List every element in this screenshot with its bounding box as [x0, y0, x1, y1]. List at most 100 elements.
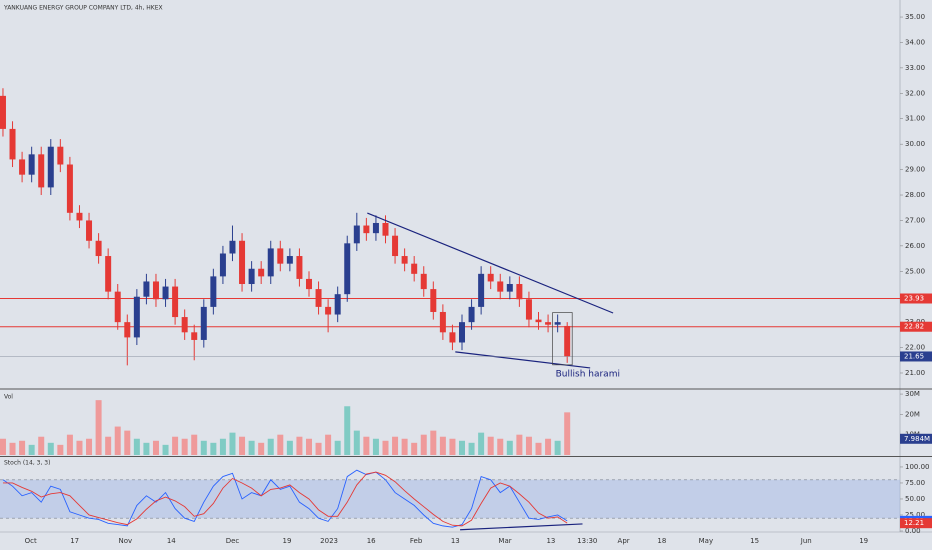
volume-bar — [172, 436, 179, 455]
volume-bar — [353, 430, 360, 455]
y-tick-label: 30M — [905, 390, 920, 398]
volume-bar — [239, 436, 246, 455]
trendline — [460, 523, 583, 531]
volume-bar — [191, 434, 198, 455]
volume-bar — [286, 440, 293, 455]
candle-body — [181, 317, 188, 333]
volume-bar — [114, 426, 121, 455]
candle-body — [439, 311, 446, 333]
x-tick-label: Dec — [226, 537, 240, 545]
volume-bar — [152, 440, 159, 455]
volume-bar — [392, 436, 399, 455]
volume-bar — [372, 438, 379, 455]
candle-body — [47, 146, 54, 188]
x-tick-label: Apr — [618, 537, 630, 545]
volume-bar — [497, 438, 504, 455]
volume-bar — [76, 440, 83, 455]
volume-bar — [219, 438, 226, 455]
volume-readout: 7.984M — [904, 435, 930, 443]
volume-bar — [296, 436, 303, 455]
candle-body — [286, 256, 293, 264]
volume-bar — [516, 434, 523, 455]
y-tick-label: 34.00 — [905, 38, 925, 46]
volume-bar — [9, 442, 16, 455]
candle-body — [200, 306, 207, 340]
candle-body — [219, 253, 226, 277]
stoch-readout-bg — [900, 518, 932, 529]
x-tick-label: 17 — [70, 537, 79, 545]
y-tick-label: 25.00 — [905, 511, 925, 519]
candle-body — [38, 154, 45, 188]
volume-bar — [95, 400, 102, 455]
x-tick-label: 16 — [367, 537, 376, 545]
x-tick-label: May — [699, 537, 713, 545]
candle-body — [564, 325, 571, 357]
volume-bar — [133, 438, 140, 455]
stoch-band — [0, 479, 900, 519]
pane-title: Vol — [4, 394, 13, 401]
volume-bar — [487, 436, 494, 455]
volume-bar — [468, 442, 475, 455]
candle-body — [430, 289, 437, 312]
y-tick-label: 26.00 — [905, 242, 925, 250]
trendline — [367, 212, 614, 314]
candle-body — [0, 95, 6, 129]
volume-readout-bg — [900, 433, 932, 444]
candle-body — [124, 322, 131, 338]
y-tick-label: 30.00 — [905, 140, 925, 148]
y-tick-label: 0.00 — [905, 527, 921, 535]
volume-bar — [305, 438, 312, 455]
volume-bar — [28, 444, 35, 455]
volume-bar — [124, 430, 131, 455]
candle-body — [105, 256, 112, 292]
candle-body — [57, 146, 64, 165]
candle-body — [152, 281, 159, 300]
volume-bar — [525, 436, 532, 455]
candle-body — [497, 281, 504, 292]
candle-body — [554, 322, 561, 325]
volume-bar — [66, 434, 73, 455]
candle-body — [277, 248, 284, 264]
x-tick-label: 19 — [859, 537, 868, 545]
candle-body — [19, 159, 26, 175]
x-tick-label: 19 — [283, 537, 292, 545]
volume-bar — [200, 440, 207, 455]
volume-bar — [478, 432, 485, 455]
level-label: 23.93 — [904, 295, 924, 303]
candle-body — [9, 128, 16, 160]
candle-body — [545, 322, 552, 325]
last-price-label: 21.65 — [904, 352, 924, 360]
candle-body — [296, 256, 303, 279]
y-tick-label: 28.00 — [905, 191, 925, 199]
y-tick-label: 22.00 — [905, 344, 925, 352]
pane-title: Stoch (14, 3, 3) — [4, 460, 50, 467]
x-tick-label: 14 — [167, 537, 176, 545]
pattern-box — [552, 312, 573, 366]
volume-bar — [162, 444, 169, 455]
y-tick-label: 32.00 — [905, 89, 925, 97]
candle-body — [143, 281, 150, 297]
x-tick-label: Mar — [498, 537, 511, 545]
volume-bar — [363, 436, 370, 455]
volume-bar — [19, 440, 26, 455]
y-tick-label: 27.00 — [905, 216, 925, 224]
volume-bar — [210, 442, 217, 455]
candle-body — [535, 319, 542, 323]
last-price-label-bg — [900, 351, 932, 362]
level-label-bg — [900, 321, 932, 332]
volume-bar — [105, 436, 112, 455]
candle-body — [66, 164, 73, 213]
trendline — [455, 351, 591, 369]
volume-bar — [143, 442, 150, 455]
candle-body — [172, 286, 179, 318]
volume-bar — [57, 444, 64, 455]
x-tick-label: 13 — [546, 537, 555, 545]
volume-bar — [334, 440, 341, 455]
volume-bar — [535, 442, 542, 455]
candle-body — [258, 268, 265, 277]
candle-body — [325, 306, 332, 315]
chart-title: YANKUANG ENERGY GROUP COMPANY LTD, 4h, H… — [3, 5, 163, 12]
x-tick-label: 13:30 — [577, 537, 597, 545]
candle-body — [229, 240, 236, 254]
